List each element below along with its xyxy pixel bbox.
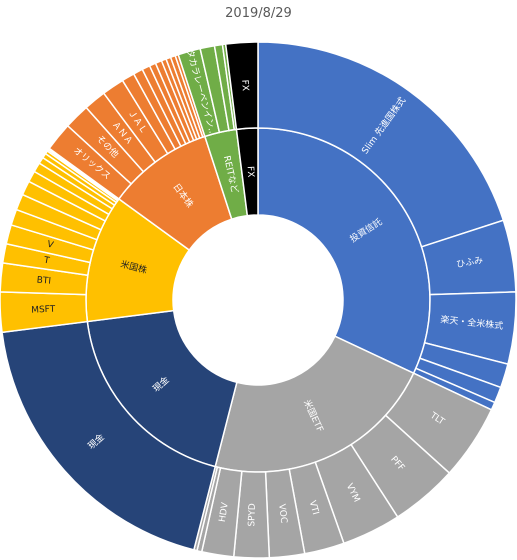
segment-label: FX [245,166,256,178]
segment-label: VOC [276,503,288,523]
segment-label: ひふみ [455,255,484,270]
segment-label: MSFT [31,305,56,316]
segment-label: SPYD [247,503,258,527]
segment-label: V [46,240,55,251]
outer-segment [257,41,505,248]
segment-label: FX [239,79,250,91]
segment-label: HDV [218,501,231,523]
segment-label: VTI [307,500,320,516]
chart-title: 2019/8/29 [225,6,292,21]
outer-segment [1,320,217,551]
outer-segment [224,41,259,131]
segment-label: BTI [36,276,51,287]
segment-label: T [42,255,51,266]
